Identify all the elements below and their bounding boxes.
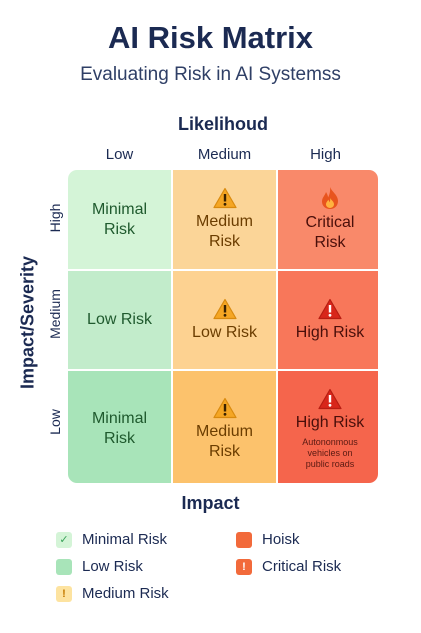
legend-label: Hoisk	[262, 531, 300, 548]
warning-icon	[318, 388, 342, 410]
row-label-medium: Medium	[47, 289, 63, 339]
warning-icon	[212, 397, 237, 418]
row-label-high: High	[47, 203, 63, 233]
cell-risk-label: High Risk	[295, 414, 365, 431]
cell-risk-label: Critical Risk	[305, 214, 355, 251]
legend-swatch	[236, 531, 252, 548]
page-title: AI Risk Matrix	[107, 20, 313, 55]
row-label-low: Low	[47, 409, 63, 435]
column-label-high: High	[310, 146, 341, 163]
column-label-medium: Medium	[197, 146, 252, 163]
matrix-cell-low-impact-medium-likelihood: Medium Risk	[173, 371, 276, 483]
matrix-cell-high-impact-low-likelihood: Minimal Risk	[68, 170, 171, 269]
legend-swatch: !	[236, 558, 252, 575]
matrix-cell-high-impact-medium-likelihood: Medium Risk	[173, 170, 276, 269]
matrix-cell-medium-impact-low-likelihood: Low Risk	[68, 271, 171, 369]
column-label-low: Low	[105, 146, 134, 163]
legend-item: ✓ Minimal Risk	[56, 531, 167, 548]
legend-label: Medium Risk	[82, 585, 169, 602]
legend-title: Impact	[181, 493, 240, 513]
matrix-cell-low-impact-high-likelihood: High Risk Autononmous vehicles on public …	[278, 371, 378, 483]
cell-risk-label: Low Risk	[87, 311, 152, 328]
matrix-cell-medium-impact-medium-likelihood: Low Risk	[173, 271, 276, 369]
cell-risk-label: Medium Risk	[196, 422, 253, 460]
cell-risk-label: Minimal Risk	[91, 410, 148, 447]
legend-label: Low Risk	[82, 558, 143, 575]
cell-risk-label: Medium Risk	[196, 213, 253, 250]
y-axis-title: Impact/Severity	[17, 255, 38, 390]
risk-matrix: Minimal Risk Medium Risk Critical Risk Low …	[68, 170, 378, 483]
matrix-cell-high-impact-high-likelihood: Critical Risk	[278, 170, 378, 269]
legend-swatch: !	[56, 585, 72, 602]
matrix-cell-low-impact-low-likelihood: Minimal Risk	[68, 371, 171, 483]
warning-icon	[318, 298, 342, 319]
legend-item: ! Critical Risk	[236, 558, 341, 575]
cell-risk-label: Minimal Risk	[91, 200, 148, 238]
legend-swatch: ✓	[56, 531, 72, 548]
flame-icon	[322, 187, 338, 209]
matrix-cell-medium-impact-high-likelihood: High Risk	[278, 271, 378, 369]
x-axis-title: Likelihoud	[178, 114, 268, 134]
warning-icon	[212, 187, 237, 209]
legend-item: Low Risk	[56, 558, 143, 575]
cell-risk-label: Low Risk	[192, 323, 257, 341]
cell-risk-label: High Risk	[295, 323, 365, 341]
legend-label: Critical Risk	[262, 558, 342, 575]
legend-label: Minimal Risk	[82, 531, 168, 548]
page-subtitle: Evaluating Risk in AI Systemss	[80, 64, 341, 85]
legend-item: Hoisk	[236, 531, 300, 548]
cell-note: Autononmous vehicles on public roads	[302, 437, 358, 469]
legend-swatch	[56, 558, 72, 575]
legend-item: ! Medium Risk	[56, 585, 169, 602]
warning-icon	[212, 298, 237, 319]
